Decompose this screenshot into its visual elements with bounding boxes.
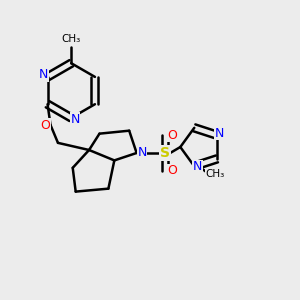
Text: CH₃: CH₃	[206, 169, 225, 179]
Text: N: N	[193, 160, 202, 173]
Text: N: N	[39, 68, 48, 81]
Text: O: O	[40, 118, 50, 131]
Text: N: N	[70, 113, 80, 126]
Text: CH₃: CH₃	[61, 34, 81, 44]
Text: O: O	[167, 129, 177, 142]
Text: S: S	[160, 146, 170, 160]
Text: O: O	[167, 164, 177, 177]
Text: N: N	[214, 127, 224, 140]
Text: N: N	[137, 146, 147, 160]
